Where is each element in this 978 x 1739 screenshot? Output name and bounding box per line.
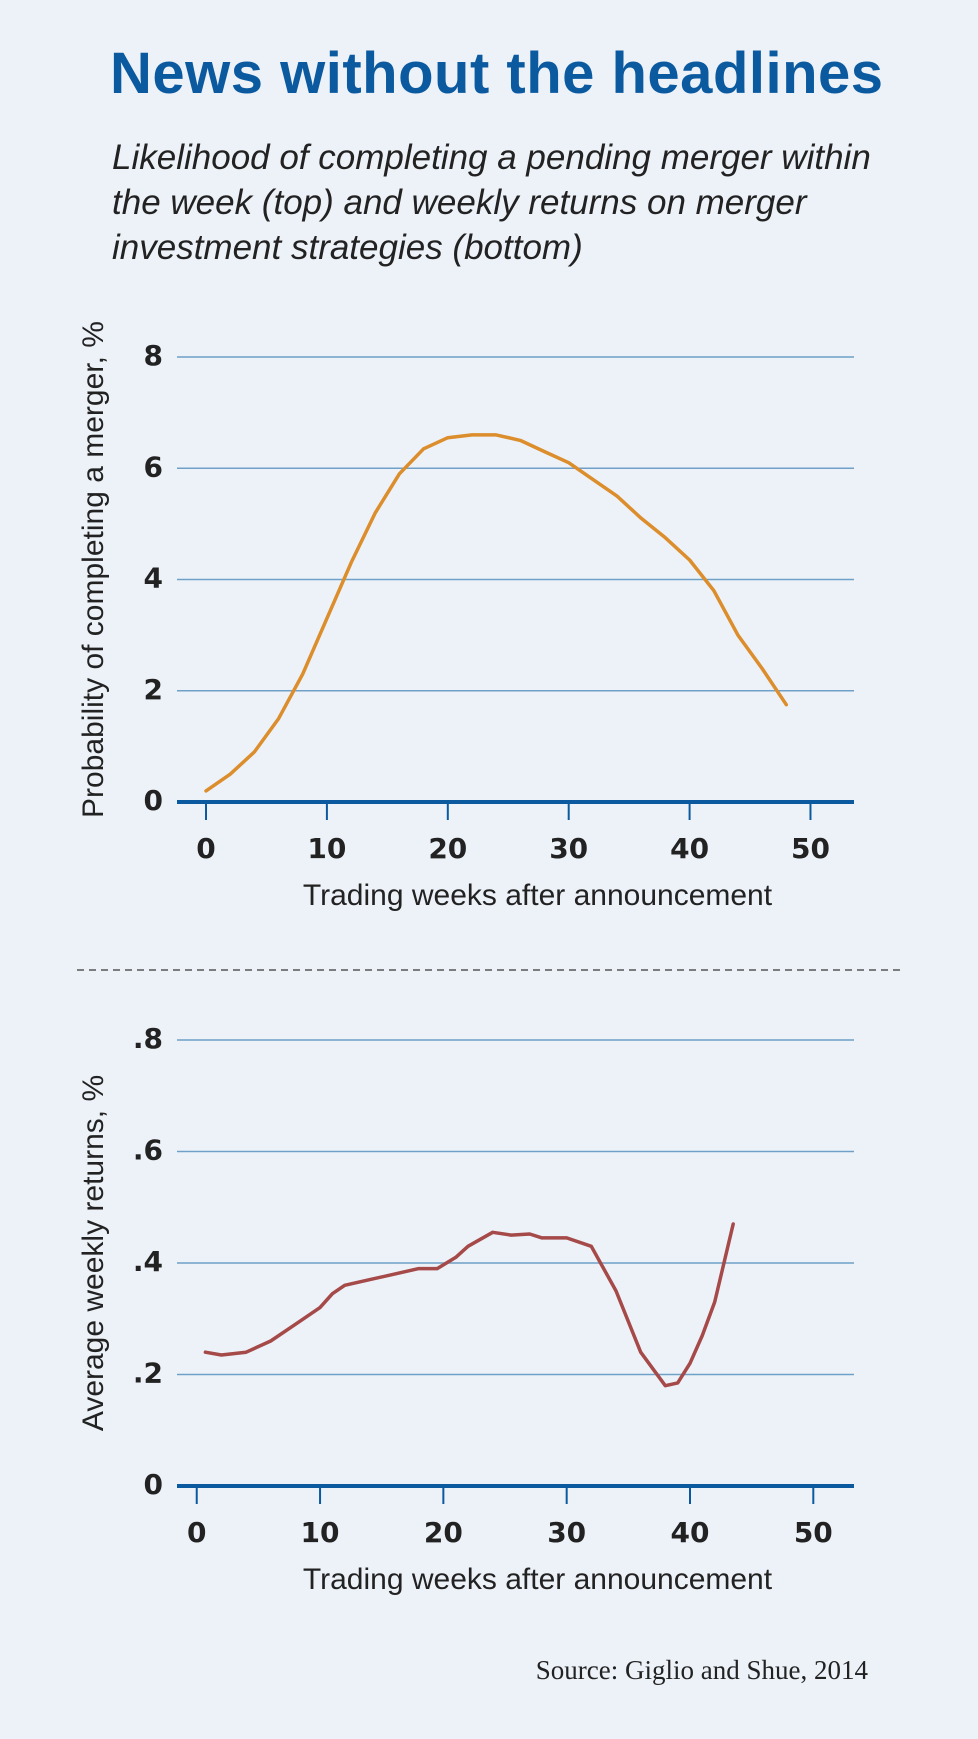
y-tick-label: 2 (144, 673, 163, 706)
source: Source: Giglio and Shue, 2014 (535, 1655, 868, 1685)
y-tick-label: 4 (144, 562, 163, 595)
data-line (203, 1222, 735, 1388)
title: News without the headlines (110, 41, 884, 106)
y-tick-label: .2 (133, 1357, 163, 1390)
y-tick-label: 8 (144, 339, 163, 372)
x-axis-title: Trading weeks after announcement (303, 1563, 773, 1596)
x-tick-label: 10 (301, 1516, 340, 1549)
y-axis-title: Probability of completing a merger, % (77, 321, 110, 818)
x-tick-label: 20 (428, 832, 467, 865)
x-tick-label: 50 (791, 832, 830, 865)
y-tick-label: .4 (133, 1245, 163, 1278)
x-tick-label: 10 (307, 832, 346, 865)
x-tick-label: 20 (424, 1516, 463, 1549)
x-tick-label: 40 (670, 832, 709, 865)
y-tick-label: 6 (144, 450, 163, 483)
y-tick-label: 0 (144, 784, 163, 817)
data-line (204, 433, 789, 793)
x-tick-label: 40 (671, 1516, 710, 1549)
x-tick-label: 0 (187, 1516, 206, 1549)
x-tick-label: 30 (547, 1516, 586, 1549)
x-tick-label: 0 (196, 832, 215, 865)
y-tick-label: 0 (144, 1468, 163, 1501)
y-tick-label: .8 (133, 1022, 163, 1055)
x-tick-label: 50 (794, 1516, 833, 1549)
x-tick-label: 30 (549, 832, 588, 865)
subtitle: Likelihood of completing a pending merge… (112, 138, 871, 267)
y-tick-label: .6 (133, 1134, 163, 1167)
x-axis-title: Trading weeks after announcement (303, 879, 773, 912)
y-axis-title: Average weekly returns, % (77, 1075, 110, 1431)
